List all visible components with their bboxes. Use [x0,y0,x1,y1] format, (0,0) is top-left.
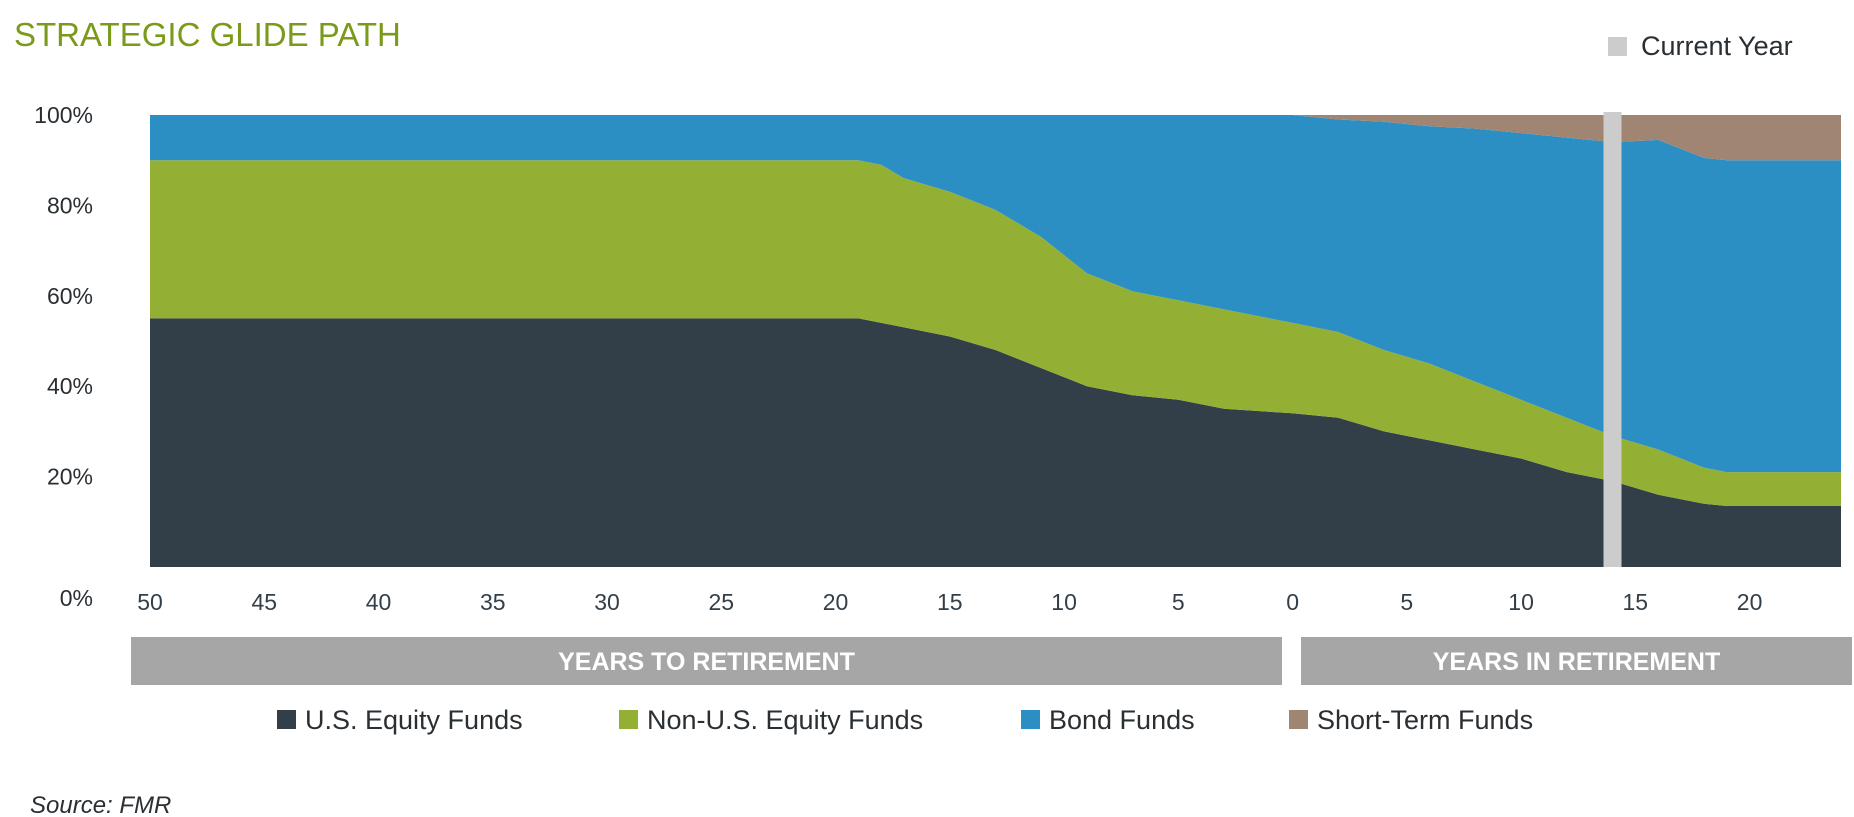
period-band-label: YEARS TO RETIREMENT [558,648,855,676]
y-tick-label: 80% [47,192,93,218]
area-u-s-equity-funds [150,318,1841,567]
legend-label: Short-Term Funds [1317,705,1533,735]
legend-swatch [1289,710,1308,729]
current-year-legend: Current Year [1608,31,1793,61]
x-tick-label: 15 [937,589,963,615]
legend-swatch [1021,710,1040,729]
current-year-label: Current Year [1641,31,1793,61]
x-tick-label: 25 [709,589,735,615]
current-year-marker-group [1603,112,1622,567]
current-year-swatch [1608,37,1627,56]
chart-title: STRATEGIC GLIDE PATH [14,16,401,53]
period-bands: YEARS TO RETIREMENT YEARS IN RETIREMENT [131,637,1852,685]
period-band-label: YEARS IN RETIREMENT [1433,648,1721,676]
y-tick-label: 20% [47,464,93,490]
x-tick-label: 35 [480,589,506,615]
x-tick-label: 50 [137,589,163,615]
x-tick-label: 5 [1172,589,1185,615]
x-tick-label: 0 [1286,589,1299,615]
legend-label: Non-U.S. Equity Funds [647,705,923,735]
x-tick-label: 20 [1737,589,1763,615]
y-tick-label: 40% [47,373,93,399]
x-tick-label: 15 [1623,589,1649,615]
x-tick-label: 45 [252,589,278,615]
x-tick-label: 30 [594,589,620,615]
legend-swatch [277,710,296,729]
area-non-u-s-equity-funds [150,160,1841,506]
x-tick-label: 40 [366,589,392,615]
area-bond-funds [150,115,1841,473]
source-note: Source: FMR [30,792,171,817]
area-short-term-funds [150,115,1841,161]
legend-label: U.S. Equity Funds [305,705,523,735]
y-tick-label: 60% [47,283,93,309]
stacked-areas [150,115,1841,567]
x-axis: 50 45 40 35 30 25 20 15 10 5 0 5 10 15 20 [137,589,1762,615]
y-axis: 0% 20% 40% 60% 80% 100% [34,102,93,611]
legend-label: Bond Funds [1049,705,1195,735]
legend: U.S. Equity Funds Non-U.S. Equity Funds Bo… [277,705,1533,735]
period-band [1301,637,1852,685]
y-tick-label: 0% [60,585,93,611]
x-tick-label: 5 [1400,589,1413,615]
period-band [131,637,1282,685]
legend-swatch [619,710,638,729]
x-tick-label: 10 [1508,589,1534,615]
current-year-marker [1603,112,1622,567]
x-tick-label: 20 [823,589,849,615]
x-tick-label: 10 [1051,589,1077,615]
y-tick-label: 100% [34,102,93,128]
